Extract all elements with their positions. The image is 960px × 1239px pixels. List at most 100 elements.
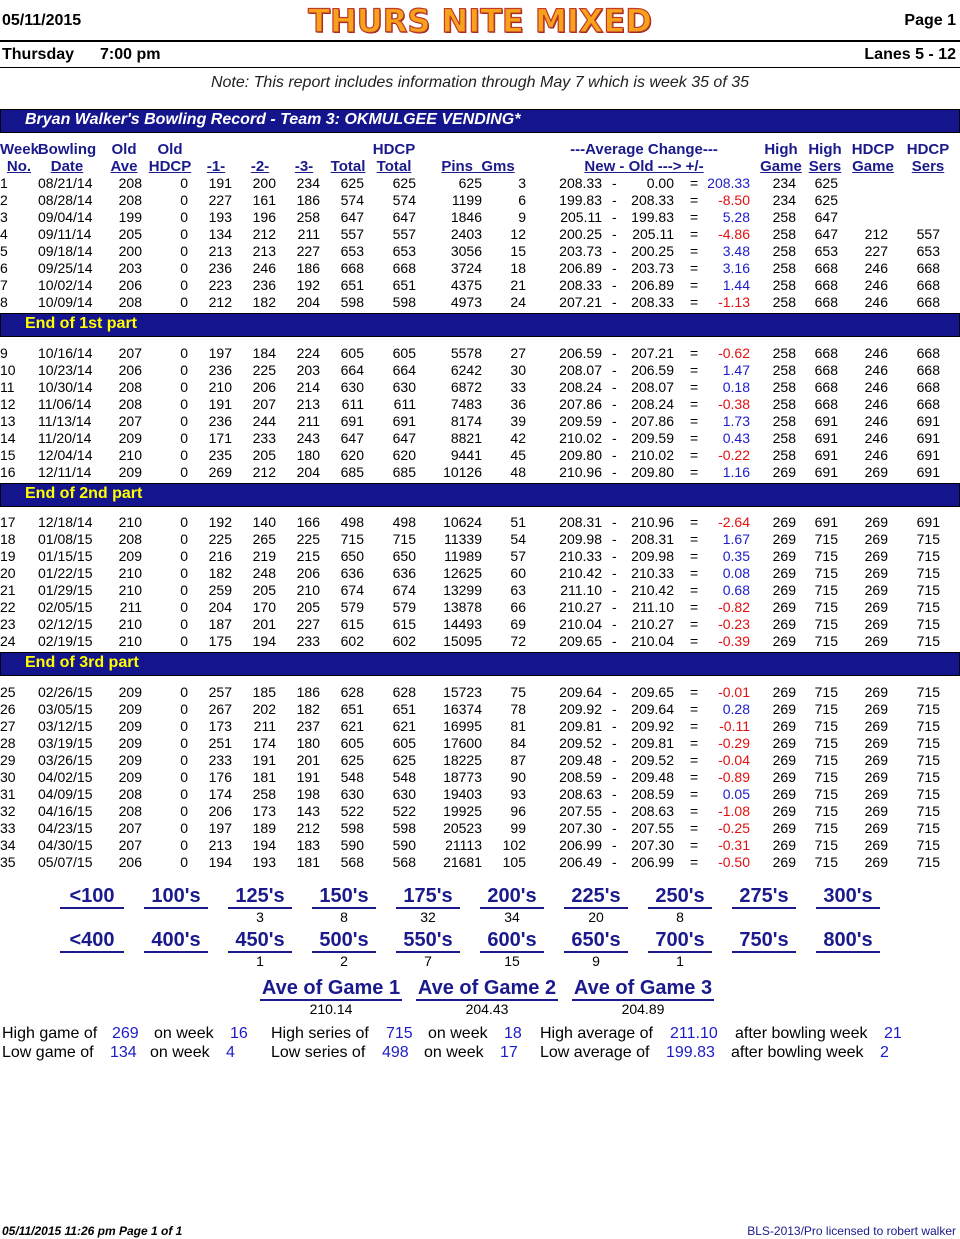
- cell-avg-new: 209.81: [559, 718, 602, 734]
- cell-hdcp-total: 557: [392, 226, 416, 242]
- avg-minus: -: [612, 430, 617, 446]
- cell-total: 579: [340, 599, 364, 615]
- cell-week: 7: [0, 277, 8, 293]
- cell-game-3: 227: [296, 243, 320, 259]
- table-row: 5 09/18/14 200 0 213 213 227 653 653 3056 15 203.73…: [0, 243, 960, 260]
- avg-equals: =: [690, 548, 699, 564]
- table-row: 23 02/12/15 210 0 187 201 227 615 615 14493 69 210.…: [0, 616, 960, 633]
- avg-minus: -: [612, 514, 617, 530]
- cell-week: 24: [0, 633, 16, 649]
- page-number: Page 1: [904, 12, 956, 29]
- cell-high-game: 269: [772, 599, 796, 615]
- cell-avg-old: 209.64: [631, 701, 674, 717]
- high-game-value: 269: [112, 1025, 139, 1042]
- cell-avg-old: 208.33: [631, 294, 674, 310]
- cell-high-series: 668: [814, 345, 838, 361]
- cell-avg-old: 210.04: [631, 633, 674, 649]
- cell-avg-new: 210.27: [559, 599, 602, 615]
- cell-hdcp-game: 246: [864, 277, 888, 293]
- cell-game-2: 194: [252, 837, 276, 853]
- cell-old-hdcp: 0: [180, 837, 188, 853]
- cell-avg-diff: 0.08: [722, 565, 750, 581]
- cell-high-series: 668: [814, 379, 838, 395]
- cell-high-game: 269: [772, 735, 796, 751]
- cell-hdcp-series: 691: [916, 514, 940, 530]
- distribution-count: 1: [676, 953, 684, 969]
- low-series-week-label: on week: [424, 1044, 484, 1061]
- distribution-label: 175's: [396, 885, 460, 909]
- cell-game-1: 173: [208, 718, 232, 734]
- table-row: 10 10/23/14 206 0 236 225 203 664 664 6242 30 208.0…: [0, 362, 960, 379]
- cell-hdcp-game: 246: [864, 345, 888, 361]
- table-row: 12 11/06/14 208 0 191 207 213 611 611 7483 36 207.8…: [0, 396, 960, 413]
- part-3-bar: End of 3rd part: [0, 652, 960, 676]
- cell-games: 72: [510, 633, 526, 649]
- cell-hdcp-game: 269: [864, 803, 888, 819]
- cell-avg-diff: -1.13: [718, 294, 750, 310]
- cell-games: 93: [510, 786, 526, 802]
- table-row: 3 09/04/14 199 0 193 196 258 647 647 1846 9 205.11 1…: [0, 209, 960, 226]
- cell-games: 18: [510, 260, 526, 276]
- cell-old-hdcp: 0: [180, 362, 188, 378]
- avg-minus: -: [612, 752, 617, 768]
- col-bowling-date: Bowling Date: [37, 141, 97, 175]
- cell-game-2: 205: [252, 447, 276, 463]
- low-average-label: Low average of: [540, 1044, 650, 1061]
- cell-game-3: 192: [296, 277, 320, 293]
- cell-date: 03/19/15: [38, 735, 93, 751]
- cell-hdcp-game: 269: [864, 514, 888, 530]
- table-row: 7 10/02/14 206 0 223 236 192 651 651 4375 21 208.33…: [0, 277, 960, 294]
- cell-hdcp-game: 269: [864, 837, 888, 853]
- distribution-count: 2: [340, 953, 348, 969]
- avg-equals: =: [690, 854, 699, 870]
- table-row: 14 11/20/14 209 0 171 233 243 647 647 8821 42 210.0…: [0, 430, 960, 447]
- cell-avg-diff: -0.62: [718, 345, 750, 361]
- cell-game-3: 191: [296, 769, 320, 785]
- cell-game-2: 173: [252, 803, 276, 819]
- cell-date: 04/16/15: [38, 803, 93, 819]
- col-high-game: High Game: [760, 141, 802, 175]
- cell-game-3: 183: [296, 837, 320, 853]
- table-row: 15 12/04/14 210 0 235 205 180 620 620 9441 45 209.8…: [0, 447, 960, 464]
- league-title: THURS NITE MIXED: [308, 1, 653, 40]
- high-game-week: 16: [230, 1025, 248, 1042]
- avg-equals: =: [690, 175, 699, 191]
- cell-game-1: 213: [208, 243, 232, 259]
- cell-avg-diff: 1.47: [722, 362, 750, 378]
- cell-pins: 6242: [450, 362, 482, 378]
- cell-old-hdcp: 0: [180, 209, 188, 225]
- cell-high-game: 269: [772, 464, 796, 480]
- cell-avg-old: 207.55: [631, 820, 674, 836]
- avg-equals: =: [690, 565, 699, 581]
- cell-game-2: 233: [252, 430, 276, 446]
- cell-hdcp-game: 246: [864, 294, 888, 310]
- cell-game-1: 236: [208, 362, 232, 378]
- cell-date: 04/09/15: [38, 786, 93, 802]
- cell-old-ave: 210: [118, 582, 142, 598]
- cell-avg-new: 209.98: [559, 531, 602, 547]
- cell-old-hdcp: 0: [180, 752, 188, 768]
- cell-pins: 8821: [450, 430, 482, 446]
- cell-avg-old: 206.59: [631, 362, 674, 378]
- avg-equals: =: [690, 294, 699, 310]
- cell-avg-diff: -0.89: [718, 769, 750, 785]
- avg-minus: -: [612, 209, 617, 225]
- cell-games: 69: [510, 616, 526, 632]
- cell-game-2: 236: [252, 277, 276, 293]
- cell-games: 99: [510, 820, 526, 836]
- cell-avg-old: 209.59: [631, 430, 674, 446]
- footer-license: BLS-2013/Pro licensed to robert walker: [747, 1224, 956, 1238]
- cell-avg-diff: -1.08: [718, 803, 750, 819]
- high-series-label: High series of: [271, 1025, 369, 1042]
- avg-equals: =: [690, 701, 699, 717]
- avg-equals: =: [690, 616, 699, 632]
- cell-high-series: 647: [814, 226, 838, 242]
- avg-minus: -: [612, 531, 617, 547]
- cell-week: 19: [0, 548, 16, 564]
- cell-high-series: 715: [814, 735, 838, 751]
- cell-old-ave: 209: [118, 752, 142, 768]
- cell-games: 63: [510, 582, 526, 598]
- cell-total: 605: [340, 345, 364, 361]
- avg-minus: -: [612, 277, 617, 293]
- cell-hdcp-game: 269: [864, 565, 888, 581]
